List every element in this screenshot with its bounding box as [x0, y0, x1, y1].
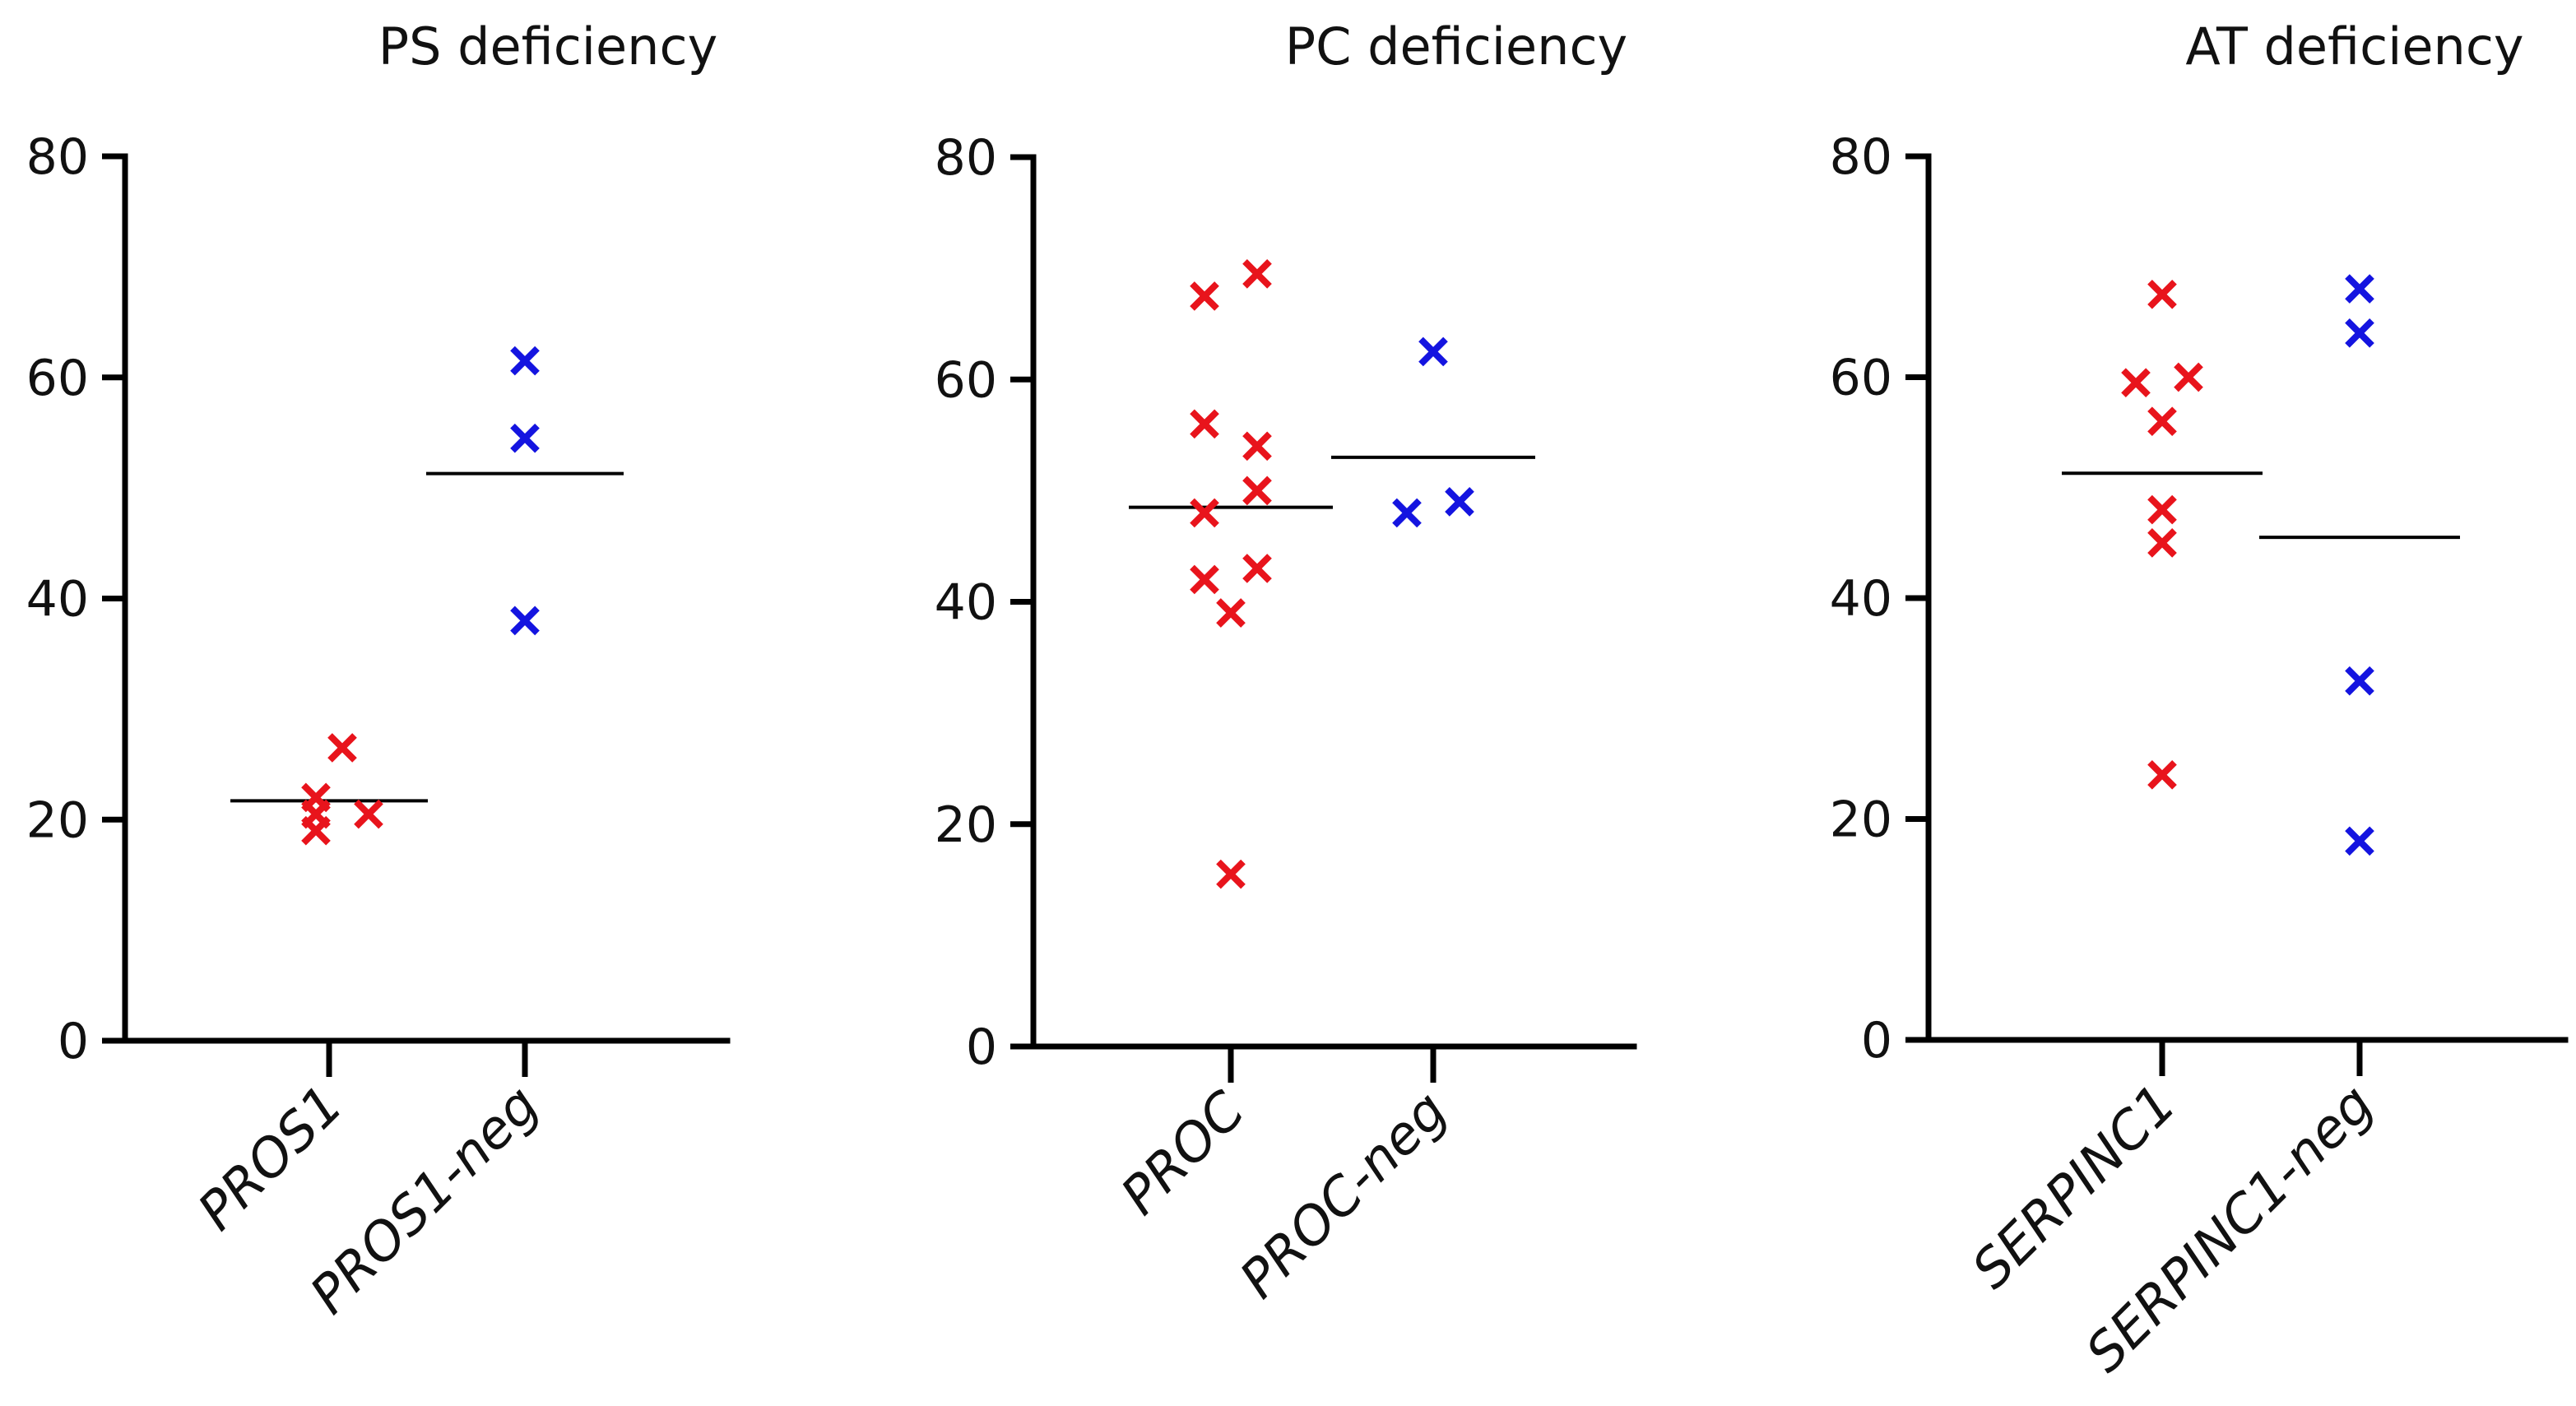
data-point [354, 799, 383, 829]
data-point [510, 346, 540, 376]
axes [122, 153, 731, 1044]
data-point [1190, 498, 1219, 528]
y-tick-label: 20 [26, 791, 89, 849]
panel-3: AT deficiency020406080SERPINC1SERPINC1-n… [1830, 16, 2569, 1385]
data-point [2147, 759, 2177, 790]
axes [1030, 154, 1637, 1050]
y-tick-label: 40 [26, 571, 89, 629]
data-point [1418, 336, 1448, 367]
data-point [1242, 431, 1272, 462]
data-point [1445, 487, 1474, 517]
data-point [1190, 281, 1219, 311]
x-category-label: PROC-neg [1228, 1080, 1459, 1311]
data-point [1190, 564, 1219, 595]
data-point [2147, 406, 2177, 437]
y-tick-label: 0 [966, 1019, 997, 1076]
y-tick-label: 20 [935, 796, 997, 854]
data-point [2147, 528, 2177, 558]
axes [1925, 153, 2569, 1043]
data-point [2345, 274, 2374, 304]
y-tick-label: 60 [935, 351, 997, 409]
y-tick-label: 40 [1830, 570, 1892, 628]
data-point [2174, 362, 2203, 392]
data-point [1242, 554, 1272, 583]
y-tick-label: 60 [26, 350, 89, 407]
y-tick-label: 40 [935, 574, 997, 632]
y-tick-label: 0 [58, 1013, 89, 1070]
data-point [327, 733, 357, 763]
x-category-label: PROC [1110, 1080, 1257, 1227]
data-point [1392, 498, 1422, 528]
chart-title: AT deficiency [2185, 16, 2523, 77]
data-point [1190, 409, 1219, 439]
data-point [510, 606, 540, 636]
y-tick-label: 0 [1861, 1012, 1892, 1070]
y-tick-label: 80 [26, 128, 89, 186]
data-point [1242, 476, 1272, 506]
y-tick-label: 20 [1830, 791, 1892, 849]
x-category-label: PROS1 [187, 1074, 355, 1242]
data-point [301, 815, 331, 846]
data-point [2147, 279, 2177, 309]
data-point [1216, 859, 1246, 889]
data-point [2121, 368, 2151, 398]
data-point [2147, 494, 2177, 525]
data-point [2345, 826, 2374, 856]
data-point [2345, 666, 2374, 696]
y-tick-label: 80 [935, 129, 997, 187]
data-point [1242, 259, 1272, 289]
chart-title: PC deficiency [1285, 16, 1627, 77]
data-point [1216, 598, 1246, 628]
chart-title: PS deficiency [378, 16, 718, 77]
y-tick-label: 80 [1830, 128, 1892, 186]
y-tick-label: 60 [1830, 350, 1892, 407]
data-point [510, 423, 540, 453]
data-point [2345, 318, 2374, 348]
